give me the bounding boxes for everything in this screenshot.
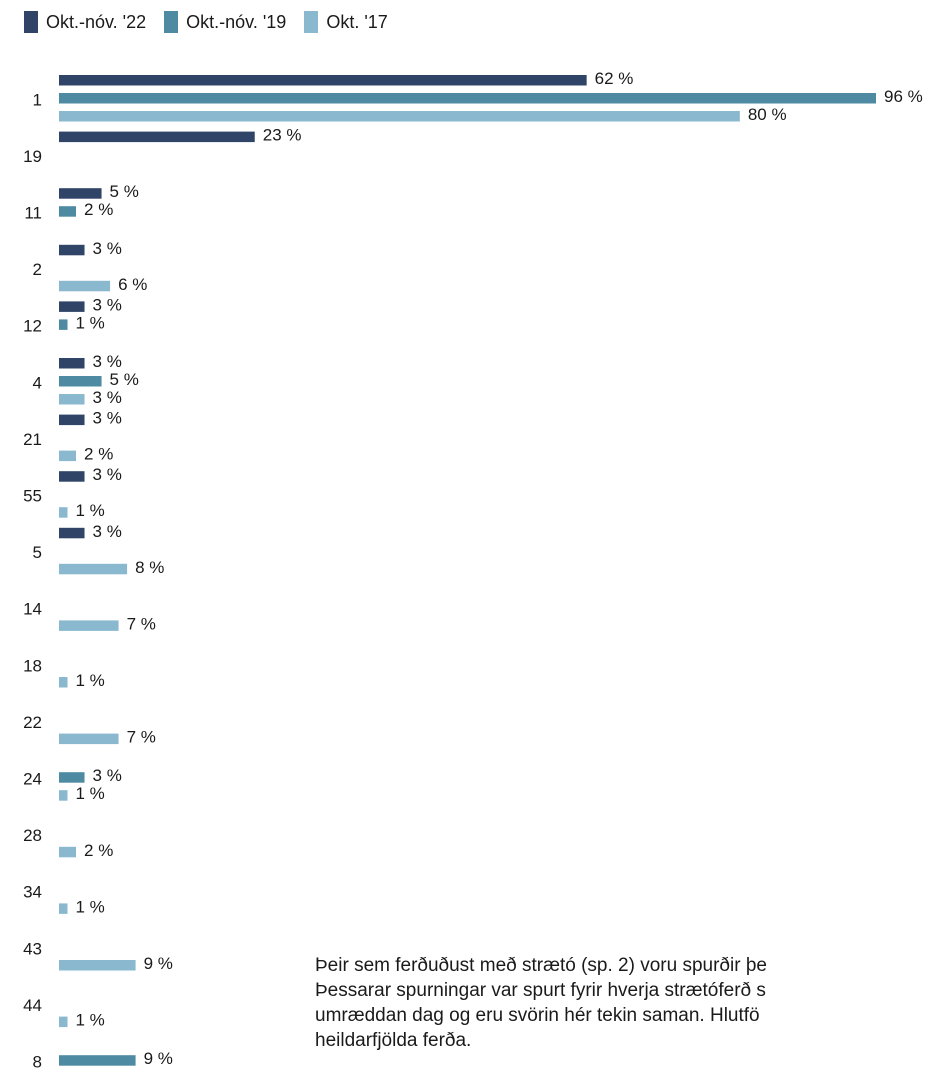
bar bbox=[59, 471, 85, 482]
bar bbox=[59, 188, 102, 199]
data-label: 9 % bbox=[144, 1049, 173, 1068]
data-label: 3 % bbox=[93, 465, 122, 484]
data-label: 3 % bbox=[93, 766, 122, 785]
data-label: 1 % bbox=[76, 501, 105, 520]
legend-item-2019: Okt.-nóv. '19 bbox=[164, 11, 286, 33]
bar bbox=[59, 620, 119, 631]
legend-item-2022: Okt.-nóv. '22 bbox=[24, 11, 146, 33]
data-label: 2 % bbox=[84, 841, 113, 860]
bar bbox=[59, 772, 85, 783]
bar bbox=[59, 527, 85, 539]
chart-legend: Okt.-nóv. '22 Okt.-nóv. '19 Okt. '17 bbox=[24, 10, 406, 34]
bar bbox=[59, 903, 68, 914]
bar bbox=[59, 563, 128, 575]
bar bbox=[59, 790, 68, 801]
category-label: 44 bbox=[23, 996, 42, 1015]
category-label: 4 bbox=[33, 373, 42, 392]
category-label: 19 bbox=[23, 147, 42, 166]
category-label: 55 bbox=[23, 486, 42, 505]
legend-label-2019: Okt.-nóv. '19 bbox=[186, 11, 287, 32]
bar bbox=[59, 960, 136, 971]
category-label: 18 bbox=[23, 656, 42, 675]
data-label: 2 % bbox=[84, 200, 113, 219]
category-label: 1 bbox=[33, 90, 42, 109]
bar bbox=[59, 677, 68, 688]
category-label: 2 bbox=[33, 260, 42, 279]
bar bbox=[59, 733, 119, 745]
category-label: 8 bbox=[33, 1052, 42, 1071]
data-label: 5 % bbox=[110, 182, 139, 201]
bar bbox=[59, 507, 68, 518]
category-label: 24 bbox=[23, 769, 42, 788]
bar bbox=[59, 75, 587, 86]
data-label: 1 % bbox=[76, 671, 105, 690]
note-line: Þessarar spurningar var spurt fyrir hver… bbox=[315, 980, 766, 1001]
note-line: umræddan dag og eru svörin hér tekin sam… bbox=[315, 1005, 760, 1026]
category-label: 21 bbox=[23, 430, 42, 449]
data-label: 1 % bbox=[76, 313, 105, 332]
data-label: 9 % bbox=[144, 954, 173, 973]
bar bbox=[59, 319, 68, 330]
bar bbox=[59, 301, 85, 312]
bar bbox=[59, 394, 85, 405]
data-label: 3 % bbox=[93, 239, 122, 258]
data-label: 80 % bbox=[748, 105, 787, 124]
note-line: Þeir sem ferðuðust með strætó (sp. 2) vo… bbox=[315, 955, 767, 976]
category-label: 28 bbox=[23, 826, 42, 845]
category-label: 5 bbox=[33, 543, 42, 562]
data-label: 23 % bbox=[263, 126, 302, 145]
data-label: 96 % bbox=[884, 87, 923, 106]
chart-note: Þeir sem ferðuðust með strætó (sp. 2) vo… bbox=[315, 953, 935, 1053]
data-label: 5 % bbox=[110, 370, 139, 389]
note-line: heildarfjölda ferða. bbox=[315, 1030, 472, 1051]
bar bbox=[59, 131, 255, 143]
bar bbox=[59, 93, 876, 104]
category-label: 12 bbox=[23, 317, 42, 336]
data-label: 1 % bbox=[76, 1011, 105, 1030]
bar bbox=[59, 376, 102, 387]
data-label: 3 % bbox=[93, 522, 122, 541]
data-label: 8 % bbox=[135, 558, 164, 577]
data-label: 3 % bbox=[93, 409, 122, 428]
bar bbox=[59, 280, 111, 292]
legend-swatch-2022 bbox=[24, 11, 38, 33]
bar bbox=[59, 846, 77, 858]
bar bbox=[59, 414, 85, 426]
bar bbox=[59, 1055, 136, 1066]
bar bbox=[59, 450, 77, 462]
category-label: 34 bbox=[23, 883, 42, 902]
legend-label-2022: Okt.-nóv. '22 bbox=[46, 11, 147, 32]
bar bbox=[59, 111, 740, 122]
legend-label-2017: Okt. '17 bbox=[326, 11, 388, 32]
bar bbox=[59, 358, 85, 369]
bar bbox=[59, 206, 77, 217]
bar bbox=[59, 1016, 68, 1028]
category-label: 11 bbox=[24, 203, 42, 222]
data-label: 1 % bbox=[76, 784, 105, 803]
legend-swatch-2019 bbox=[164, 11, 179, 33]
data-label: 1 % bbox=[76, 897, 105, 916]
data-label: 6 % bbox=[118, 275, 147, 294]
data-label: 62 % bbox=[595, 69, 634, 88]
category-label: 14 bbox=[23, 600, 42, 619]
legend-item-2017: Okt. '17 bbox=[304, 11, 388, 33]
data-label: 3 % bbox=[93, 352, 122, 371]
bar bbox=[59, 244, 85, 256]
data-label: 2 % bbox=[84, 445, 113, 464]
data-label: 7 % bbox=[127, 728, 156, 747]
category-label: 43 bbox=[23, 939, 42, 958]
data-label: 3 % bbox=[93, 388, 122, 407]
legend-swatch-2017 bbox=[304, 11, 319, 33]
category-label: 22 bbox=[23, 713, 42, 732]
data-label: 7 % bbox=[127, 614, 156, 633]
data-label: 3 % bbox=[93, 295, 122, 314]
